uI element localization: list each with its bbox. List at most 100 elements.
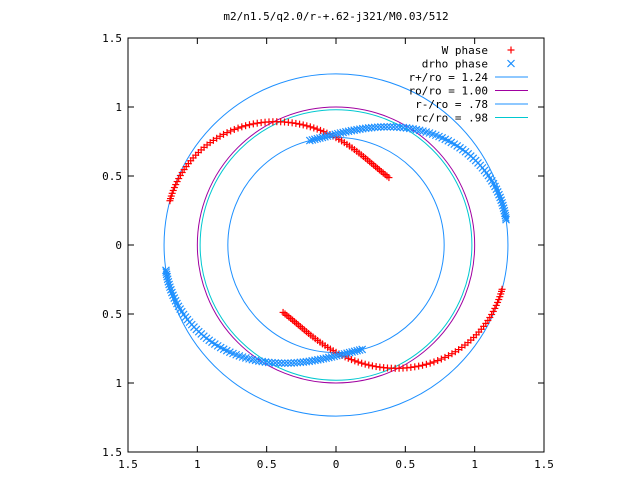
w-phase-point [354,358,362,366]
w-phase-point [422,360,430,368]
drho-phase-point-d2 [164,277,173,286]
drho-phase-point-d2 [495,190,503,199]
drho-phase-point-d2 [447,138,456,147]
drho-phase-point-d2 [327,353,336,361]
drho-phase-point-d2 [412,125,421,134]
w-phase-point [437,355,445,363]
drho-phase-point-d2 [499,204,508,213]
drho-phase-point [392,123,401,131]
drho-phase-point-d2 [296,358,305,367]
w-phase-point [368,362,376,370]
drho-phase-point-d2 [264,358,273,367]
drho-phase-point-d2 [319,354,328,363]
drho-phase-point [345,348,354,357]
drho-phase-point-d2 [308,356,317,365]
drho-phase-point [318,133,327,142]
drho-phase-point [280,359,289,368]
drho-phase-point-d2 [310,135,319,144]
w-phase-point [170,184,178,192]
w-phase-point [441,353,449,361]
drho-phase-point-d2 [222,346,231,355]
w-phase-point [249,120,257,128]
drho-phase-point-d2 [501,213,510,222]
drho-phase-point-d2 [167,288,176,297]
drho-phase-point-d2 [364,124,373,132]
drho-phase-point-d2 [396,123,404,132]
drho-phase-point-d2 [383,122,392,131]
x-tick-label: 1 [194,458,201,471]
drho-phase-point-d2 [456,143,464,152]
drho-phase-point-d2 [498,198,506,207]
drho-phase-point [498,198,506,207]
legend-label: rc/ro = .98 [415,112,488,125]
circle-ro-curve [196,106,476,384]
drho-phase-point [313,134,322,143]
drho-phase-point [343,349,351,358]
drho-phase-point [386,122,395,131]
drho-phase-point-d2 [422,128,431,136]
drho-phase-point-d2 [271,359,280,367]
drho-phase-point-d2 [491,182,499,191]
drho-phase-point [399,123,408,132]
drho-phase-point-d2 [316,355,325,364]
circle-rc-curve [199,109,473,381]
drho-phase-point-d2 [444,136,453,145]
drho-phase-point-d2 [213,341,222,350]
w-phase-point [227,127,235,135]
drho-phase-point [389,122,398,131]
drho-phase-point-d2 [322,354,331,363]
axis-ticks: 1.5 1 0.5 0 0.5 1 1.51.510.500.511.5 [102,32,554,471]
legend-label: W phase [442,44,488,57]
drho-phase-point-d2 [399,123,408,132]
drho-phase-point-d2 [347,126,356,135]
drho-phase-point-d2 [311,356,319,365]
drho-phase-point-d2 [248,355,257,364]
drho-phase-point [500,206,509,215]
drho-phase-point [358,345,367,354]
drho-phase-point-d2 [268,358,276,367]
drho-phase-point [380,122,388,131]
drho-phase-point [264,358,273,367]
x-tick-label: 0.5 [395,458,415,471]
drho-phase-point-d2 [287,359,296,367]
drho-phase-point-d2 [315,134,324,142]
w-phase-point [365,361,373,369]
drho-phase-point [166,285,175,294]
chart-title: m2/n1.5/q2.0/r-+.62-j321/M0.03/512 [223,10,448,23]
drho-phase-point-d2 [162,268,171,277]
drho-phase-point [165,280,174,289]
drho-phase-point-d2 [361,124,370,133]
drho-phase-point [402,124,411,132]
drho-phase-point-d2 [177,307,186,316]
w-phase-point [320,128,328,136]
w-phase-point [234,124,242,132]
drho-phase-point-d2 [328,130,337,139]
drho-phase-point [498,201,507,210]
drho-phase-point-d2 [229,349,237,358]
drho-phase-point-d2 [431,131,440,140]
drho-phase-point-d2 [453,141,462,150]
drho-phase-point-d2 [333,129,342,138]
drho-phase-point [340,349,349,358]
drho-phase-point-d2 [343,349,351,358]
drho-phase-point-d2 [254,357,263,365]
drho-phase-point-d2 [350,126,359,135]
drho-phase-point-d2 [305,357,314,366]
drho-phase-point-d2 [258,357,267,366]
drho-phase-point [290,358,299,367]
drho-phase-point-d2 [232,350,241,359]
w-phase-point [316,126,324,134]
drho-phase-point [323,132,332,141]
drho-phase-point-d2 [324,353,333,362]
drho-phase-point-d2 [299,358,308,366]
drho-phase-point-d2 [274,359,283,368]
drho-phase-point-d2 [341,127,350,136]
drho-phase-point-d2 [493,187,502,196]
drho-phase-point-d2 [162,266,170,275]
drho-phase-point [164,277,173,286]
w-phase-point [426,359,434,367]
drho-phase-point-d2 [500,206,509,215]
drho-phase-point-d2 [415,126,424,135]
w-phase-point [310,124,318,132]
